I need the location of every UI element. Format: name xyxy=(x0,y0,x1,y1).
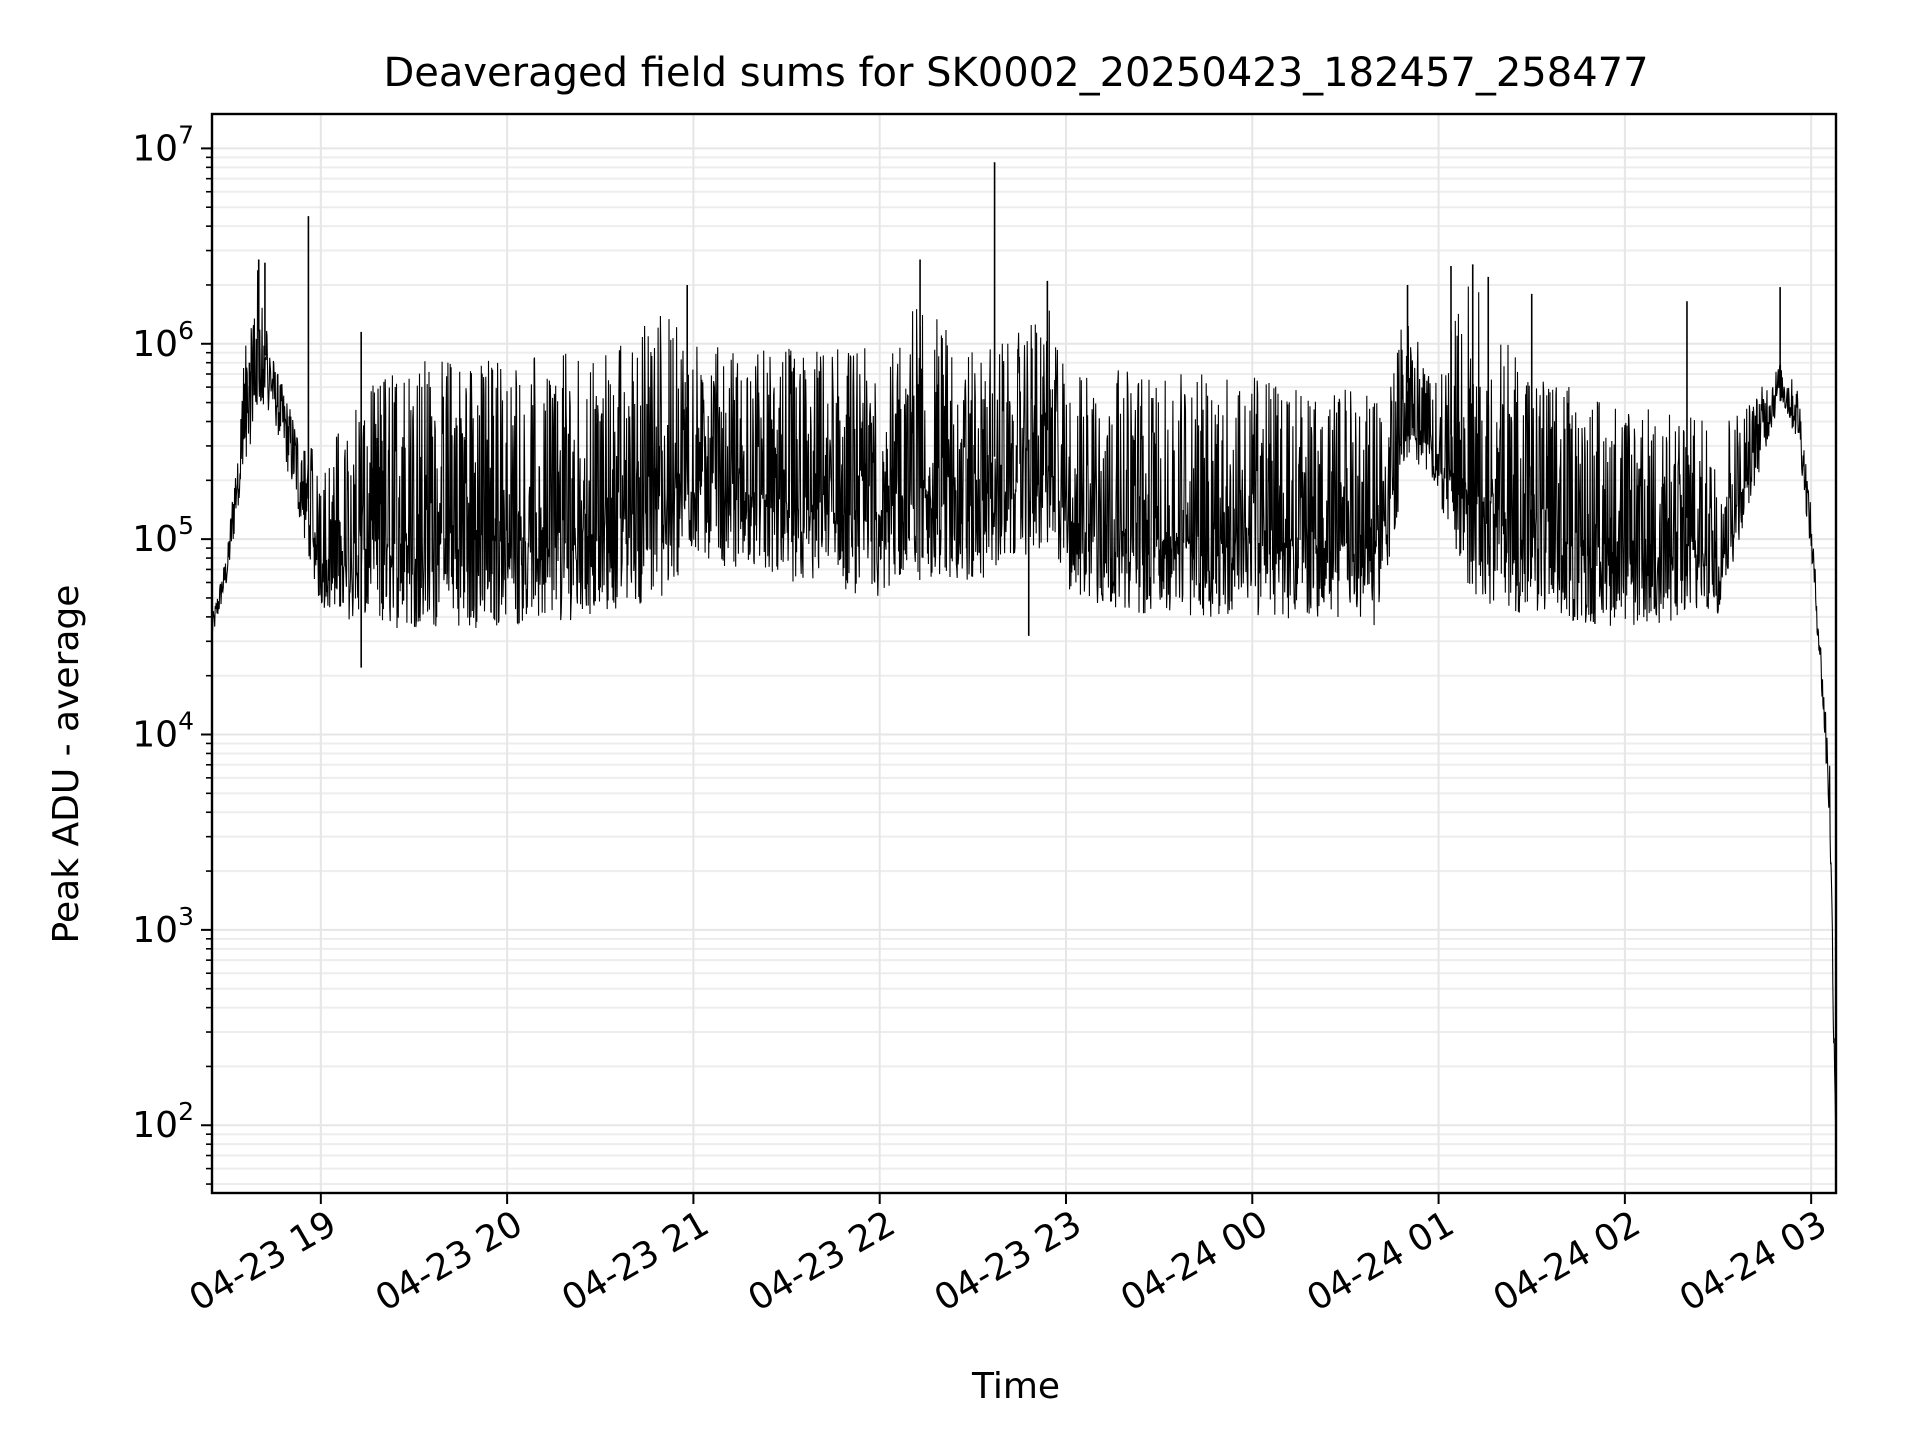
y-tick-label: 107 xyxy=(132,120,194,169)
data-series-line xyxy=(211,270,1837,1138)
y-tick-label: 105 xyxy=(132,511,194,560)
x-tick-label: 04-24 02 xyxy=(1487,1203,1648,1319)
x-tick-label: 04-23 20 xyxy=(369,1203,530,1319)
x-axis-label: Time xyxy=(971,1366,1060,1407)
x-tick-label: 04-23 21 xyxy=(555,1203,716,1319)
y-tick-label: 103 xyxy=(132,902,194,951)
x-tick-label: 04-23 19 xyxy=(183,1203,344,1319)
plot-frame xyxy=(210,112,1838,1195)
x-tick-label: 04-23 23 xyxy=(928,1203,1089,1319)
grid-layer xyxy=(212,114,1836,1193)
x-tick-label: 04-24 01 xyxy=(1300,1203,1461,1319)
y-axis-label: Peak ADU - average xyxy=(46,585,87,944)
chart-title: Deaveraged field sums for SK0002_2025042… xyxy=(383,50,1648,96)
data-layer xyxy=(211,162,1837,1138)
y-tick-label: 106 xyxy=(132,316,194,365)
x-tick-label: 04-23 22 xyxy=(742,1203,903,1319)
x-tick-label: 04-24 00 xyxy=(1114,1203,1275,1319)
y-tick-label: 102 xyxy=(132,1097,194,1146)
y-tick-label: 104 xyxy=(132,707,194,756)
x-tick-label: 04-24 03 xyxy=(1673,1203,1834,1319)
